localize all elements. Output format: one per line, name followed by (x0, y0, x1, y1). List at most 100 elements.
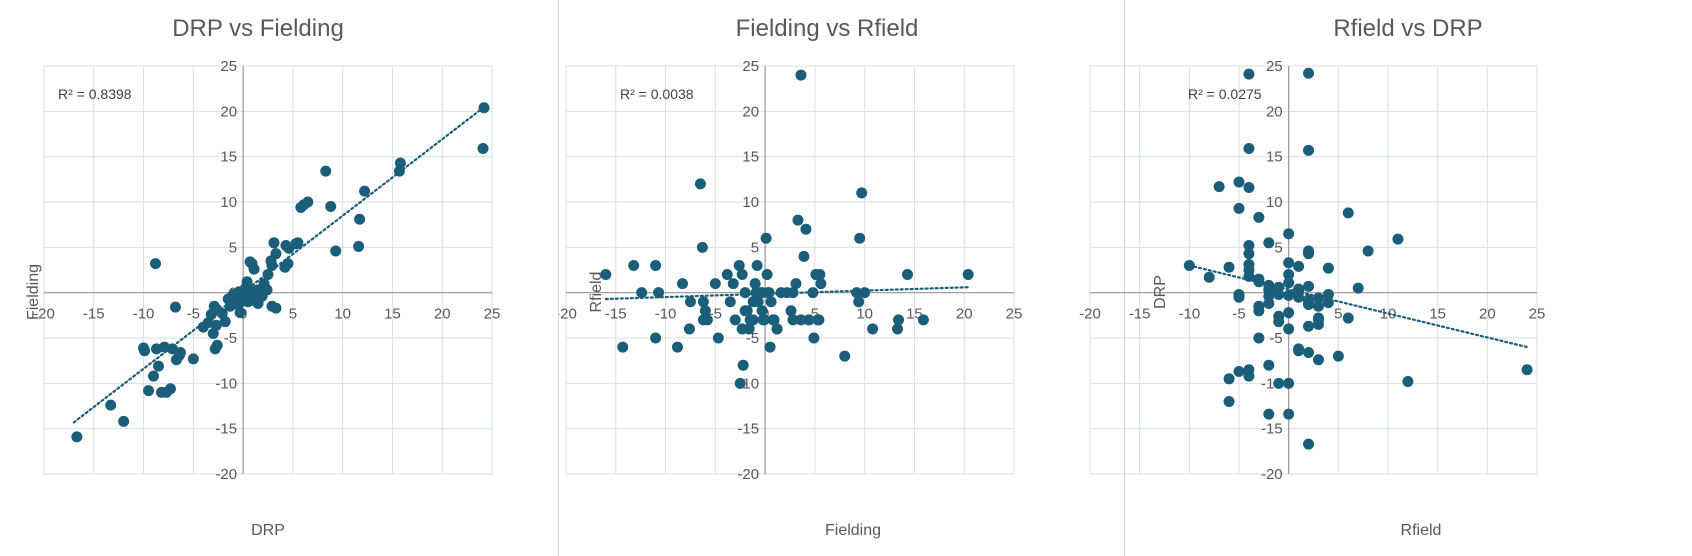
data-point (712, 332, 724, 344)
data-point (684, 296, 696, 308)
x-tick-label: -5 (1232, 306, 1245, 323)
data-point (650, 332, 662, 344)
y-tick-label: 20 (1266, 103, 1283, 120)
data-point (150, 258, 162, 270)
data-point (699, 305, 711, 317)
data-point (1253, 305, 1265, 317)
data-point (354, 213, 366, 225)
data-point (1303, 144, 1315, 156)
data-point (143, 385, 155, 397)
data-point (1243, 370, 1255, 382)
y-tick-label: -15 (1261, 421, 1283, 438)
data-point (170, 354, 182, 366)
gridlines (1089, 65, 1538, 475)
data-point (893, 314, 905, 326)
data-point (1312, 292, 1324, 304)
data-point (394, 157, 406, 169)
data-point (248, 263, 260, 275)
y-tick-label: -10 (215, 375, 237, 392)
data-point (477, 143, 489, 155)
trendline-path (72, 107, 484, 424)
data-point (617, 341, 629, 353)
data-point (771, 323, 783, 335)
data-point (1312, 318, 1324, 330)
y-axis-label: Fielding (25, 264, 42, 320)
data-point (815, 278, 827, 290)
data-point (856, 187, 868, 199)
data-point (795, 69, 807, 81)
data-point (1303, 347, 1315, 359)
data-point (1273, 377, 1285, 389)
data-point (859, 287, 871, 299)
data-point (917, 314, 929, 326)
data-point (105, 399, 117, 411)
data-point (353, 240, 365, 252)
data-point (118, 415, 130, 427)
x-tick-label: 25 (1529, 306, 1546, 323)
data-point (1233, 291, 1245, 303)
data-point (727, 278, 739, 290)
data-point (1283, 323, 1295, 335)
data-point (1253, 332, 1265, 344)
x-axis-label: DRP (251, 522, 285, 539)
panel-divider (558, 0, 559, 556)
data-point (280, 240, 292, 252)
chart-title: Rfield vs DRP (1333, 15, 1482, 42)
data-point (736, 269, 748, 281)
data-point (478, 102, 490, 114)
data-point (148, 370, 160, 382)
data-point (765, 296, 777, 308)
data-point (672, 341, 684, 353)
y-axis-label: Rfield (588, 272, 605, 313)
y-tick-label: 10 (742, 194, 759, 211)
data-point (724, 296, 736, 308)
data-points (71, 102, 490, 443)
data-point (808, 332, 820, 344)
data-point (729, 314, 741, 326)
data-point (767, 314, 779, 326)
data-point (867, 323, 879, 335)
data-point (1263, 237, 1275, 249)
y-tick-label: 15 (1266, 149, 1283, 166)
y-tick-label: 10 (1266, 194, 1283, 211)
data-point (751, 259, 763, 271)
plot-frame (1089, 65, 1538, 475)
data-point (1322, 288, 1334, 300)
data-point (1243, 240, 1255, 252)
y-tick-label: -20 (737, 466, 759, 483)
y-tick-label: -5 (1269, 330, 1282, 347)
data-point (1332, 350, 1344, 362)
x-tick-label: -10 (655, 306, 677, 323)
data-point (749, 278, 761, 290)
data-point (839, 350, 851, 362)
data-point (798, 250, 810, 262)
data-point (1283, 377, 1295, 389)
data-point (262, 269, 274, 281)
chart-panel-fielding-vs-rfield: Fielding vs Rfield -20-15-10-50510152025… (559, 0, 1124, 556)
data-point (359, 185, 371, 197)
data-point (854, 232, 866, 244)
x-tick-label: 15 (384, 306, 401, 323)
tick-labels: -20-15-10-505101520252520151050-5-10-15-… (1079, 58, 1545, 483)
x-tick-label: -20 (1079, 306, 1101, 323)
data-point (1283, 257, 1295, 269)
data-point (1303, 297, 1315, 309)
data-point (1283, 269, 1295, 281)
data-point (1342, 312, 1354, 324)
data-point (138, 342, 150, 354)
data-point (1233, 176, 1245, 188)
r-squared-label: R² = 0.0275 (1188, 86, 1262, 102)
y-tick-label: 5 (229, 239, 237, 256)
data-point (747, 314, 759, 326)
data-point (1283, 228, 1295, 240)
data-point (1293, 283, 1305, 295)
x-tick-label: -15 (1129, 306, 1151, 323)
x-tick-label: 25 (484, 306, 501, 323)
data-point (1303, 320, 1315, 332)
y-tick-label: 5 (751, 239, 759, 256)
data-point (736, 323, 748, 335)
data-point (1223, 261, 1235, 273)
data-point (1283, 408, 1295, 420)
data-point (1322, 262, 1334, 274)
data-point (279, 261, 291, 273)
